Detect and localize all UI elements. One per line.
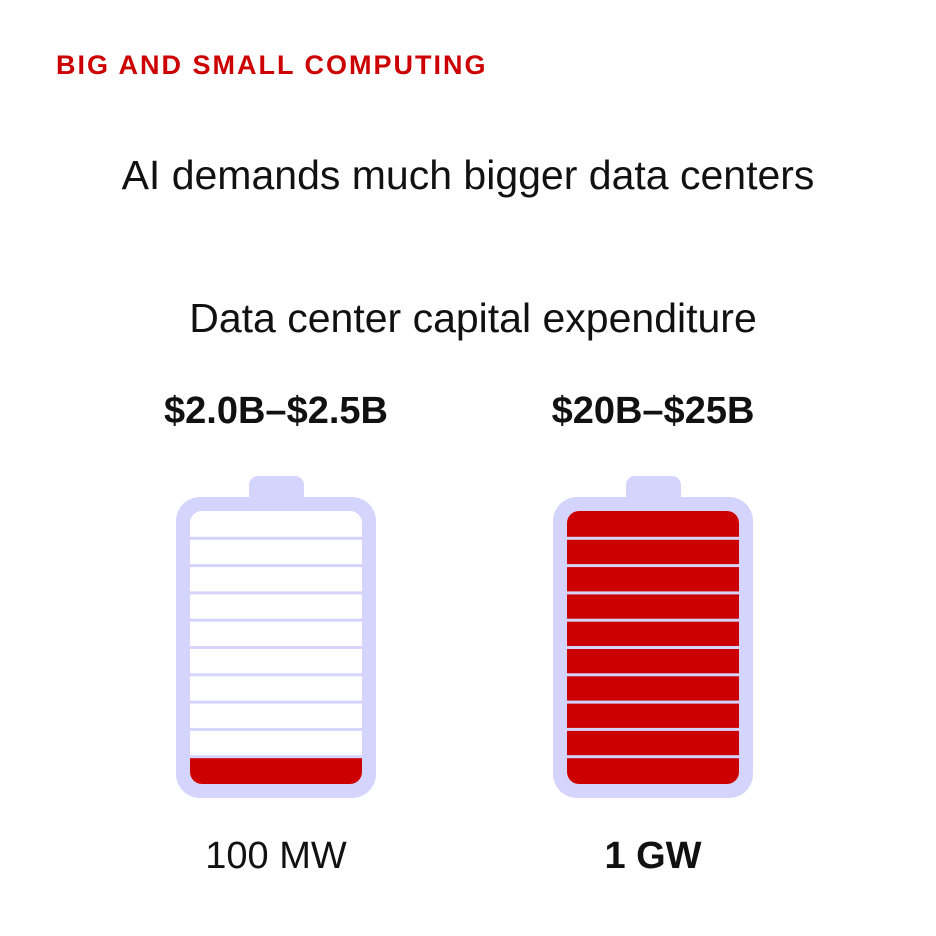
segment-divider (567, 564, 739, 568)
segment-divider (190, 591, 362, 595)
segment-divider (567, 536, 739, 540)
segment-divider (567, 755, 739, 759)
battery-segment-filled (567, 592, 739, 621)
battery-segment-filled (567, 702, 739, 730)
segment-divider (190, 536, 362, 540)
segment-divider (567, 727, 739, 731)
battery-segment-filled (567, 647, 739, 675)
segment-divider (567, 646, 739, 649)
segment-divider (567, 591, 739, 595)
category-label-0: 100 MW (205, 835, 347, 877)
battery-segment-filled (567, 729, 739, 757)
segment-divider (190, 673, 362, 677)
kicker: BIG AND SMALL COMPUTING (56, 50, 488, 80)
battery-segment-filled (567, 674, 739, 703)
battery-segment-filled (567, 756, 739, 784)
battery-segment-filled (567, 565, 739, 593)
value-label-1: $20B–$25B (551, 390, 755, 432)
battery-segment-filled (567, 538, 739, 566)
segment-divider (190, 755, 362, 759)
segment-divider (190, 618, 362, 622)
battery-segment-filled (190, 756, 362, 784)
segment-divider (567, 673, 739, 677)
battery-segment-filled (567, 620, 739, 648)
segment-divider (190, 564, 362, 568)
category-label-1: 1 GW (604, 835, 702, 877)
segment-divider (190, 727, 362, 731)
segment-divider (190, 646, 362, 649)
battery-segment-filled (567, 511, 739, 539)
value-label-0: $2.0B–$2.5B (164, 390, 388, 432)
segment-divider (190, 700, 362, 704)
segment-divider (567, 700, 739, 704)
headline: AI demands much bigger data centers (121, 152, 815, 198)
segment-divider (567, 618, 739, 622)
chart-title: Data center capital expenditure (189, 295, 757, 341)
